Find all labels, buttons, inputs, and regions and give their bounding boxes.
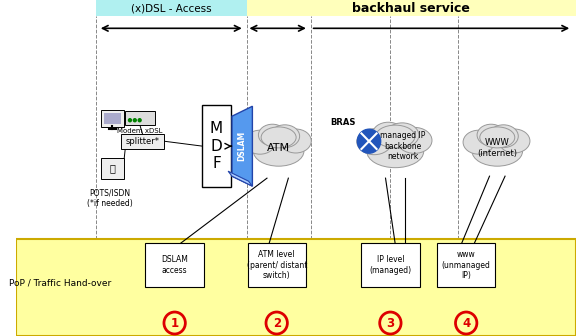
Ellipse shape xyxy=(357,129,392,155)
Ellipse shape xyxy=(385,123,419,148)
Circle shape xyxy=(128,119,131,122)
Text: PoP / Traffic Hand-over: PoP / Traffic Hand-over xyxy=(9,278,111,287)
Circle shape xyxy=(138,119,141,122)
FancyBboxPatch shape xyxy=(248,243,306,287)
FancyBboxPatch shape xyxy=(202,105,231,187)
Text: www
(unmanaged
IP): www (unmanaged IP) xyxy=(442,250,491,280)
Text: M
D
F: M D F xyxy=(210,121,223,171)
FancyBboxPatch shape xyxy=(146,243,204,287)
Ellipse shape xyxy=(477,124,505,146)
Text: 📞: 📞 xyxy=(109,163,115,173)
FancyBboxPatch shape xyxy=(96,0,247,16)
Ellipse shape xyxy=(259,124,286,146)
FancyBboxPatch shape xyxy=(101,158,124,179)
Ellipse shape xyxy=(463,130,494,154)
Polygon shape xyxy=(232,106,252,186)
Ellipse shape xyxy=(397,127,432,154)
Text: backhaul service: backhaul service xyxy=(353,2,470,15)
Text: 4: 4 xyxy=(462,317,471,330)
Ellipse shape xyxy=(367,135,424,168)
Text: 2: 2 xyxy=(272,317,281,330)
Text: ATM level
(parent/ distant
switch): ATM level (parent/ distant switch) xyxy=(247,250,307,280)
FancyBboxPatch shape xyxy=(437,243,495,287)
Ellipse shape xyxy=(373,122,404,145)
Text: (x)DSL - Access: (x)DSL - Access xyxy=(131,3,211,13)
Ellipse shape xyxy=(244,130,275,154)
Text: Modem xDSL: Modem xDSL xyxy=(117,128,162,134)
FancyBboxPatch shape xyxy=(16,239,576,336)
Text: ATM: ATM xyxy=(267,143,290,153)
Ellipse shape xyxy=(480,127,515,148)
Text: splitter*: splitter* xyxy=(126,137,160,146)
Text: BRAS: BRAS xyxy=(330,118,355,127)
Circle shape xyxy=(357,129,381,153)
Ellipse shape xyxy=(472,136,522,166)
Text: POTS/ISDN
(*if needed): POTS/ISDN (*if needed) xyxy=(86,188,132,208)
Ellipse shape xyxy=(280,129,311,153)
Text: IP level
(managed): IP level (managed) xyxy=(369,255,411,275)
Ellipse shape xyxy=(270,125,300,148)
Text: WWW
(internet): WWW (internet) xyxy=(478,138,517,158)
Text: 3: 3 xyxy=(386,317,395,330)
Ellipse shape xyxy=(253,136,304,166)
Text: DSLAM
access: DSLAM access xyxy=(161,255,188,275)
Circle shape xyxy=(134,119,137,122)
Ellipse shape xyxy=(499,129,530,153)
Text: 1: 1 xyxy=(170,317,179,330)
FancyBboxPatch shape xyxy=(101,110,124,127)
Ellipse shape xyxy=(261,127,296,148)
FancyBboxPatch shape xyxy=(121,134,164,149)
FancyBboxPatch shape xyxy=(361,243,419,287)
Polygon shape xyxy=(228,171,252,186)
Text: managed IP
backbone
network: managed IP backbone network xyxy=(380,131,426,161)
FancyBboxPatch shape xyxy=(247,0,576,16)
Ellipse shape xyxy=(488,125,518,148)
Ellipse shape xyxy=(376,125,415,148)
Text: DSLAM: DSLAM xyxy=(238,131,247,161)
FancyBboxPatch shape xyxy=(104,113,121,124)
FancyBboxPatch shape xyxy=(124,111,155,125)
